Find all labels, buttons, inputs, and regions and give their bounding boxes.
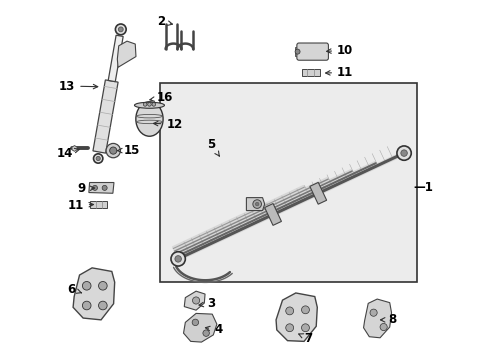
Polygon shape [309,183,326,204]
Text: 15: 15 [117,144,140,157]
Text: 5: 5 [206,138,219,156]
Circle shape [255,202,259,206]
FancyBboxPatch shape [296,43,328,60]
Circle shape [106,143,120,158]
Text: 3: 3 [199,297,215,310]
Ellipse shape [136,102,163,136]
Circle shape [294,49,300,54]
Circle shape [99,301,107,310]
Polygon shape [90,201,107,208]
Circle shape [109,147,117,154]
Polygon shape [184,291,204,310]
Text: 9: 9 [78,182,94,195]
Circle shape [379,323,386,330]
Circle shape [285,324,293,332]
Circle shape [203,330,209,336]
Polygon shape [93,80,118,153]
Polygon shape [117,41,136,67]
Circle shape [102,185,107,190]
Circle shape [99,282,107,290]
Circle shape [96,156,100,161]
Circle shape [252,200,261,208]
Circle shape [396,146,410,160]
Circle shape [285,307,293,315]
Circle shape [147,103,151,106]
Polygon shape [177,152,404,261]
Circle shape [92,185,97,190]
Text: 2: 2 [157,15,172,28]
Text: 7: 7 [298,332,312,345]
Text: 11: 11 [67,199,93,212]
Text: 14: 14 [57,147,79,159]
Circle shape [82,301,91,310]
Polygon shape [108,35,123,82]
Bar [294,47,301,56]
Text: 8: 8 [380,313,395,327]
Circle shape [175,256,181,262]
Text: —1: —1 [413,181,433,194]
Circle shape [301,306,309,314]
Circle shape [171,252,185,266]
Polygon shape [246,198,264,211]
Polygon shape [183,314,217,342]
Polygon shape [264,203,281,225]
Circle shape [192,297,199,304]
Circle shape [152,103,155,106]
Polygon shape [172,185,305,250]
Circle shape [400,150,407,156]
Text: 16: 16 [149,91,173,104]
Circle shape [192,319,198,325]
Text: 10: 10 [326,44,352,57]
Circle shape [369,309,376,316]
Circle shape [82,282,91,290]
Polygon shape [72,145,77,151]
Text: 11: 11 [325,66,352,79]
Polygon shape [176,162,376,258]
Polygon shape [301,69,319,76]
Polygon shape [363,299,391,338]
Circle shape [93,154,102,163]
Circle shape [143,103,147,106]
Polygon shape [276,293,317,341]
Circle shape [118,27,123,32]
Polygon shape [89,183,114,193]
Bar [160,83,416,282]
Text: 13: 13 [59,80,98,93]
Text: 6: 6 [67,283,81,296]
Polygon shape [73,268,115,320]
Text: 12: 12 [153,118,182,131]
Polygon shape [175,170,352,255]
Circle shape [301,324,309,332]
Ellipse shape [134,102,164,108]
Circle shape [115,24,126,35]
Text: 4: 4 [205,323,222,336]
Polygon shape [173,177,328,253]
